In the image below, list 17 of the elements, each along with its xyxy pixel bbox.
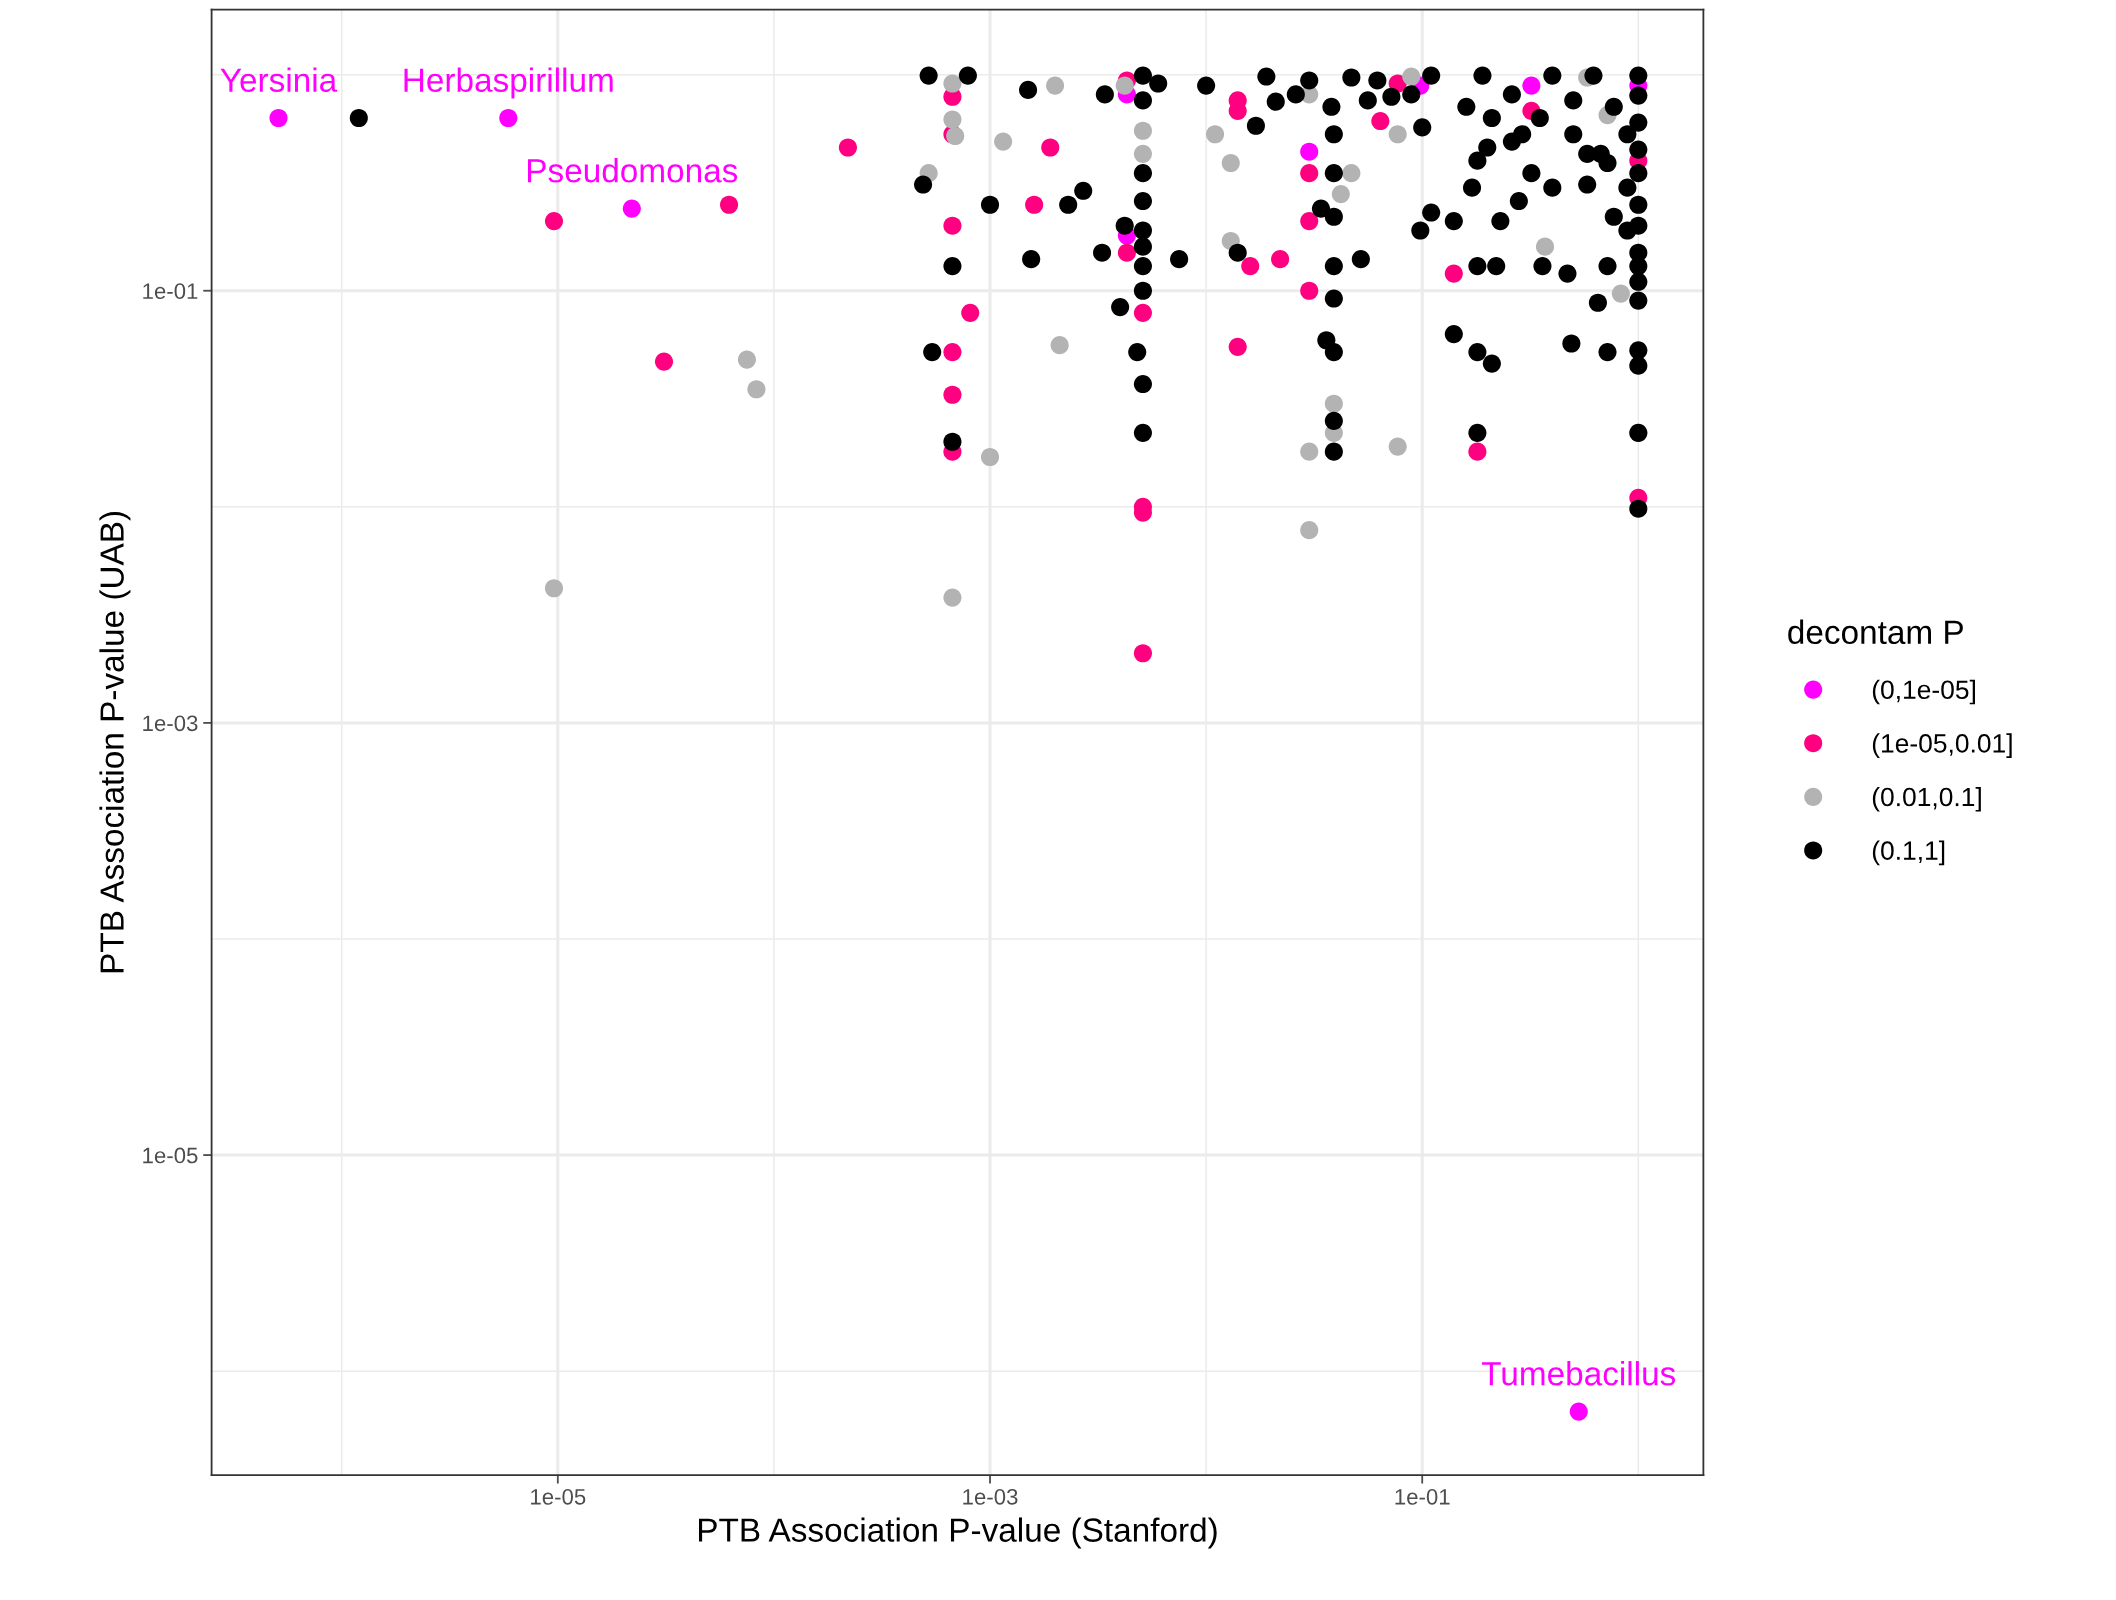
legend-label: (0,1e-05] (1872, 679, 1975, 705)
legend-label: (0.1,1] (1872, 840, 1945, 866)
x-tick-label: 1e-05 (531, 1488, 586, 1505)
x-tick-label: 1e-01 (1395, 1488, 1450, 1505)
y-tick-label: 1e-03 (143, 715, 198, 732)
x-axis-title: PTB Association P-value (Stanford) (699, 1517, 1217, 1549)
annotation: Tumebacillus (1481, 1361, 1676, 1386)
x-tick-label: 1e-03 (963, 1488, 1018, 1505)
annotation: Pseudomonas (528, 158, 738, 183)
annotation: Herbaspirillum (404, 67, 613, 99)
y-tick-label: 1e-05 (143, 1147, 198, 1164)
legend-label: (1e-05,0.01] (1872, 733, 2012, 758)
annotation: Yersinia (220, 67, 338, 92)
y-axis-title: PTB Association P-value (UAB) (99, 511, 131, 973)
y-tick-label: 1e-01 (143, 283, 198, 299)
legend-title: decontam P (1788, 619, 1963, 645)
legend-label: (0.01,0.1] (1872, 786, 1981, 812)
